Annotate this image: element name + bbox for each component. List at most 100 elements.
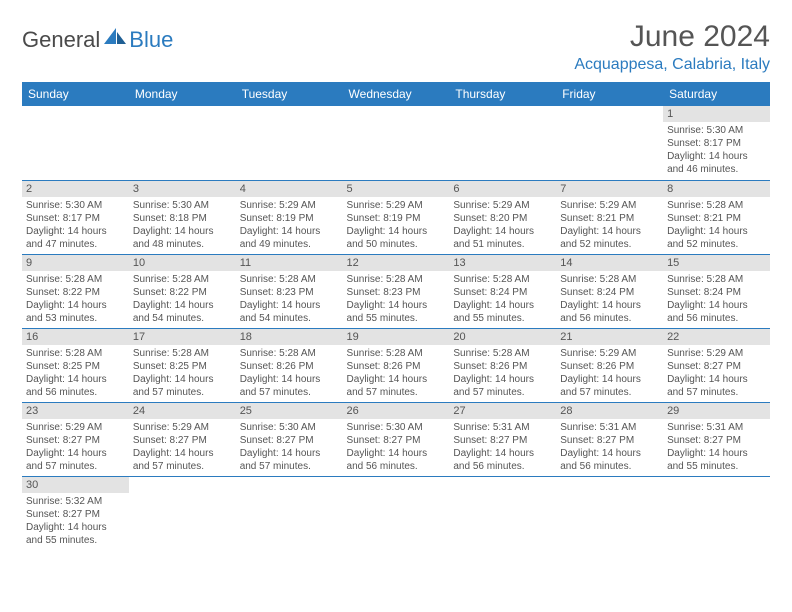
day-body: Sunrise: 5:29 AMSunset: 8:19 PMDaylight:… xyxy=(343,197,450,253)
calendar-cell: 14Sunrise: 5:28 AMSunset: 8:24 PMDayligh… xyxy=(556,254,663,328)
calendar-table: SundayMondayTuesdayWednesdayThursdayFrid… xyxy=(22,82,770,550)
day-number: 24 xyxy=(129,403,236,419)
calendar-cell xyxy=(236,106,343,180)
day-number: 13 xyxy=(449,255,556,271)
day-number: 20 xyxy=(449,329,556,345)
logo: General Blue xyxy=(22,26,173,53)
day-body: Sunrise: 5:31 AMSunset: 8:27 PMDaylight:… xyxy=(663,419,770,475)
calendar-cell xyxy=(22,106,129,180)
day-number: 25 xyxy=(236,403,343,419)
day-body: Sunrise: 5:29 AMSunset: 8:27 PMDaylight:… xyxy=(129,419,236,475)
day-number: 30 xyxy=(22,477,129,493)
day-number: 26 xyxy=(343,403,450,419)
day-body: Sunrise: 5:29 AMSunset: 8:27 PMDaylight:… xyxy=(663,345,770,401)
day-number: 3 xyxy=(129,181,236,197)
calendar-cell: 21Sunrise: 5:29 AMSunset: 8:26 PMDayligh… xyxy=(556,328,663,402)
calendar-cell xyxy=(236,476,343,550)
weekday-header: Tuesday xyxy=(236,82,343,106)
calendar-row: 2Sunrise: 5:30 AMSunset: 8:17 PMDaylight… xyxy=(22,180,770,254)
day-body: Sunrise: 5:28 AMSunset: 8:23 PMDaylight:… xyxy=(343,271,450,327)
day-body: Sunrise: 5:29 AMSunset: 8:26 PMDaylight:… xyxy=(556,345,663,401)
day-body: Sunrise: 5:32 AMSunset: 8:27 PMDaylight:… xyxy=(22,493,129,549)
day-number: 23 xyxy=(22,403,129,419)
day-body: Sunrise: 5:30 AMSunset: 8:27 PMDaylight:… xyxy=(236,419,343,475)
day-number: 15 xyxy=(663,255,770,271)
calendar-cell: 12Sunrise: 5:28 AMSunset: 8:23 PMDayligh… xyxy=(343,254,450,328)
logo-text-main: General xyxy=(22,27,100,53)
day-body: Sunrise: 5:30 AMSunset: 8:17 PMDaylight:… xyxy=(22,197,129,253)
calendar-cell: 9Sunrise: 5:28 AMSunset: 8:22 PMDaylight… xyxy=(22,254,129,328)
calendar-cell: 25Sunrise: 5:30 AMSunset: 8:27 PMDayligh… xyxy=(236,402,343,476)
day-body: Sunrise: 5:28 AMSunset: 8:24 PMDaylight:… xyxy=(449,271,556,327)
calendar-cell: 8Sunrise: 5:28 AMSunset: 8:21 PMDaylight… xyxy=(663,180,770,254)
weekday-header: Wednesday xyxy=(343,82,450,106)
weekday-header: Sunday xyxy=(22,82,129,106)
calendar-cell: 15Sunrise: 5:28 AMSunset: 8:24 PMDayligh… xyxy=(663,254,770,328)
calendar-cell: 17Sunrise: 5:28 AMSunset: 8:25 PMDayligh… xyxy=(129,328,236,402)
day-number: 2 xyxy=(22,181,129,197)
calendar-cell xyxy=(129,476,236,550)
month-title: June 2024 xyxy=(574,20,770,54)
weekday-header: Saturday xyxy=(663,82,770,106)
day-number: 19 xyxy=(343,329,450,345)
day-number: 11 xyxy=(236,255,343,271)
calendar-row: 9Sunrise: 5:28 AMSunset: 8:22 PMDaylight… xyxy=(22,254,770,328)
weekday-header: Monday xyxy=(129,82,236,106)
location: Acquappesa, Calabria, Italy xyxy=(574,56,770,74)
day-number: 10 xyxy=(129,255,236,271)
day-number: 18 xyxy=(236,329,343,345)
day-body: Sunrise: 5:31 AMSunset: 8:27 PMDaylight:… xyxy=(556,419,663,475)
calendar-cell xyxy=(343,476,450,550)
calendar-row: 16Sunrise: 5:28 AMSunset: 8:25 PMDayligh… xyxy=(22,328,770,402)
calendar-cell: 20Sunrise: 5:28 AMSunset: 8:26 PMDayligh… xyxy=(449,328,556,402)
calendar-cell xyxy=(556,476,663,550)
day-number: 14 xyxy=(556,255,663,271)
header-right: June 2024 Acquappesa, Calabria, Italy xyxy=(574,20,770,74)
calendar-cell: 26Sunrise: 5:30 AMSunset: 8:27 PMDayligh… xyxy=(343,402,450,476)
calendar-cell: 24Sunrise: 5:29 AMSunset: 8:27 PMDayligh… xyxy=(129,402,236,476)
day-body: Sunrise: 5:29 AMSunset: 8:20 PMDaylight:… xyxy=(449,197,556,253)
calendar-cell: 28Sunrise: 5:31 AMSunset: 8:27 PMDayligh… xyxy=(556,402,663,476)
day-body: Sunrise: 5:30 AMSunset: 8:17 PMDaylight:… xyxy=(663,122,770,178)
weekday-header: Friday xyxy=(556,82,663,106)
weekday-header-row: SundayMondayTuesdayWednesdayThursdayFrid… xyxy=(22,82,770,106)
calendar-cell xyxy=(343,106,450,180)
calendar-cell: 16Sunrise: 5:28 AMSunset: 8:25 PMDayligh… xyxy=(22,328,129,402)
calendar-row: 1Sunrise: 5:30 AMSunset: 8:17 PMDaylight… xyxy=(22,106,770,180)
calendar-cell: 2Sunrise: 5:30 AMSunset: 8:17 PMDaylight… xyxy=(22,180,129,254)
calendar-cell: 22Sunrise: 5:29 AMSunset: 8:27 PMDayligh… xyxy=(663,328,770,402)
calendar-cell xyxy=(663,476,770,550)
header: General Blue June 2024 Acquappesa, Calab… xyxy=(22,20,770,74)
day-number: 29 xyxy=(663,403,770,419)
day-body: Sunrise: 5:28 AMSunset: 8:21 PMDaylight:… xyxy=(663,197,770,253)
day-body: Sunrise: 5:30 AMSunset: 8:27 PMDaylight:… xyxy=(343,419,450,475)
calendar-cell: 1Sunrise: 5:30 AMSunset: 8:17 PMDaylight… xyxy=(663,106,770,180)
day-number: 12 xyxy=(343,255,450,271)
day-body: Sunrise: 5:31 AMSunset: 8:27 PMDaylight:… xyxy=(449,419,556,475)
day-body: Sunrise: 5:29 AMSunset: 8:27 PMDaylight:… xyxy=(22,419,129,475)
day-number: 4 xyxy=(236,181,343,197)
day-body: Sunrise: 5:28 AMSunset: 8:26 PMDaylight:… xyxy=(343,345,450,401)
day-number: 5 xyxy=(343,181,450,197)
calendar-cell xyxy=(449,476,556,550)
calendar-cell: 3Sunrise: 5:30 AMSunset: 8:18 PMDaylight… xyxy=(129,180,236,254)
day-body: Sunrise: 5:28 AMSunset: 8:24 PMDaylight:… xyxy=(663,271,770,327)
calendar-body: 1Sunrise: 5:30 AMSunset: 8:17 PMDaylight… xyxy=(22,106,770,550)
day-body: Sunrise: 5:29 AMSunset: 8:19 PMDaylight:… xyxy=(236,197,343,253)
day-number: 7 xyxy=(556,181,663,197)
calendar-cell: 11Sunrise: 5:28 AMSunset: 8:23 PMDayligh… xyxy=(236,254,343,328)
calendar-cell xyxy=(449,106,556,180)
calendar-row: 23Sunrise: 5:29 AMSunset: 8:27 PMDayligh… xyxy=(22,402,770,476)
day-number: 9 xyxy=(22,255,129,271)
day-number: 1 xyxy=(663,106,770,122)
weekday-header: Thursday xyxy=(449,82,556,106)
day-body: Sunrise: 5:28 AMSunset: 8:22 PMDaylight:… xyxy=(22,271,129,327)
day-body: Sunrise: 5:28 AMSunset: 8:25 PMDaylight:… xyxy=(22,345,129,401)
day-number: 28 xyxy=(556,403,663,419)
logo-text-blue: Blue xyxy=(129,27,173,53)
day-body: Sunrise: 5:28 AMSunset: 8:23 PMDaylight:… xyxy=(236,271,343,327)
day-number: 22 xyxy=(663,329,770,345)
calendar-cell: 7Sunrise: 5:29 AMSunset: 8:21 PMDaylight… xyxy=(556,180,663,254)
day-number: 21 xyxy=(556,329,663,345)
day-number: 16 xyxy=(22,329,129,345)
